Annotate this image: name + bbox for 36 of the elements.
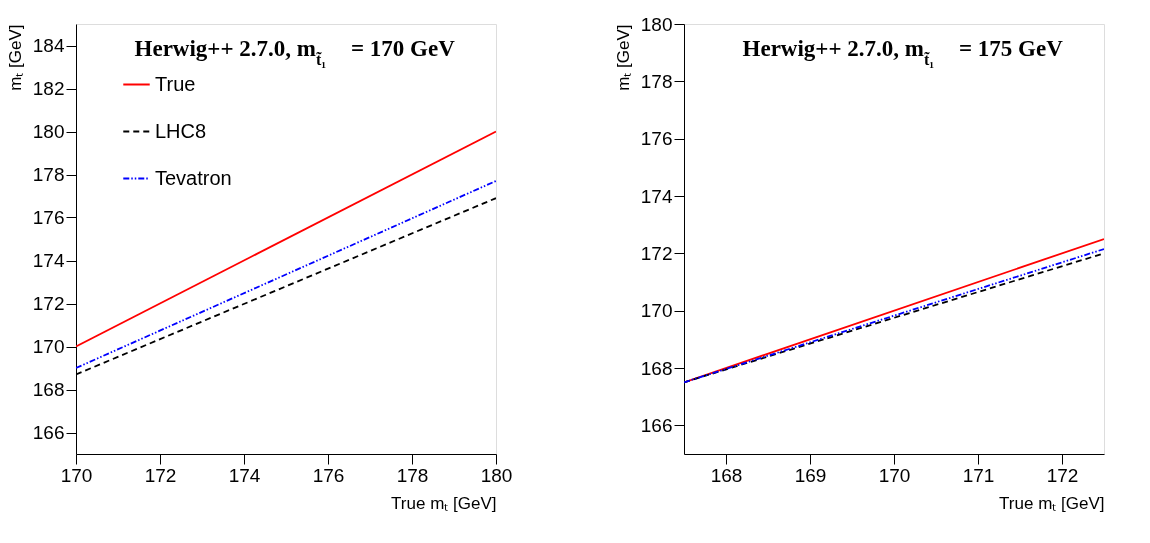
y-tick-label: 176	[640, 128, 673, 150]
x-tick-label: 168	[710, 464, 743, 486]
x-tick-label: 176	[312, 464, 345, 486]
y-tick-label: 172	[32, 293, 65, 314]
legend-label: Tevatron	[155, 166, 232, 189]
y-tick-label: 180	[32, 121, 65, 142]
y-axis-title: mₜ [GeV]	[613, 24, 633, 91]
y-tick-label: 170	[640, 300, 673, 322]
x-tick-label: 171	[962, 464, 995, 486]
y-tick-label: 178	[640, 70, 673, 92]
x-axis-title: True mₜ [GeV]	[999, 493, 1105, 513]
y-axis-title: mₜ [GeV]	[5, 24, 25, 91]
x-tick-label: 174	[228, 464, 261, 486]
x-tick-label: 172	[144, 464, 177, 486]
y-tick-label: 176	[32, 207, 65, 228]
y-tick-label: 182	[32, 78, 65, 99]
x-tick-label: 169	[794, 464, 827, 486]
legend-label: LHC8	[155, 119, 207, 142]
x-tick-label: 170	[60, 464, 93, 486]
x-tick-label: 178	[396, 464, 429, 486]
y-tick-label: 184	[32, 35, 65, 56]
y-tick-label: 166	[32, 422, 65, 443]
x-tick-label: 170	[878, 464, 911, 486]
y-tick-label: 170	[32, 336, 65, 357]
y-tick-label: 166	[640, 414, 673, 436]
y-tick-label: 180	[640, 13, 673, 35]
x-tick-label: 172	[1046, 464, 1079, 486]
y-tick-label: 174	[640, 185, 673, 207]
x-axis-title: True mₜ [GeV]	[391, 493, 497, 513]
y-tick-label: 168	[640, 357, 673, 379]
legend-label: True	[155, 72, 196, 95]
y-tick-label: 168	[32, 379, 65, 400]
x-tick-label: 180	[480, 464, 513, 486]
y-tick-label: 174	[32, 250, 65, 271]
y-tick-label: 178	[32, 164, 65, 185]
y-tick-label: 172	[640, 242, 673, 264]
